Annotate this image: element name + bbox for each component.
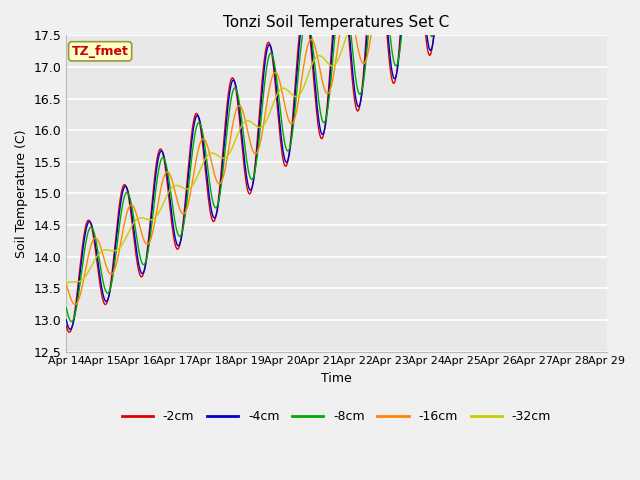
Text: TZ_fmet: TZ_fmet xyxy=(72,45,129,58)
Title: Tonzi Soil Temperatures Set C: Tonzi Soil Temperatures Set C xyxy=(223,15,449,30)
Y-axis label: Soil Temperature (C): Soil Temperature (C) xyxy=(15,129,28,258)
Legend: -2cm, -4cm, -8cm, -16cm, -32cm: -2cm, -4cm, -8cm, -16cm, -32cm xyxy=(116,405,556,428)
X-axis label: Time: Time xyxy=(321,372,352,385)
